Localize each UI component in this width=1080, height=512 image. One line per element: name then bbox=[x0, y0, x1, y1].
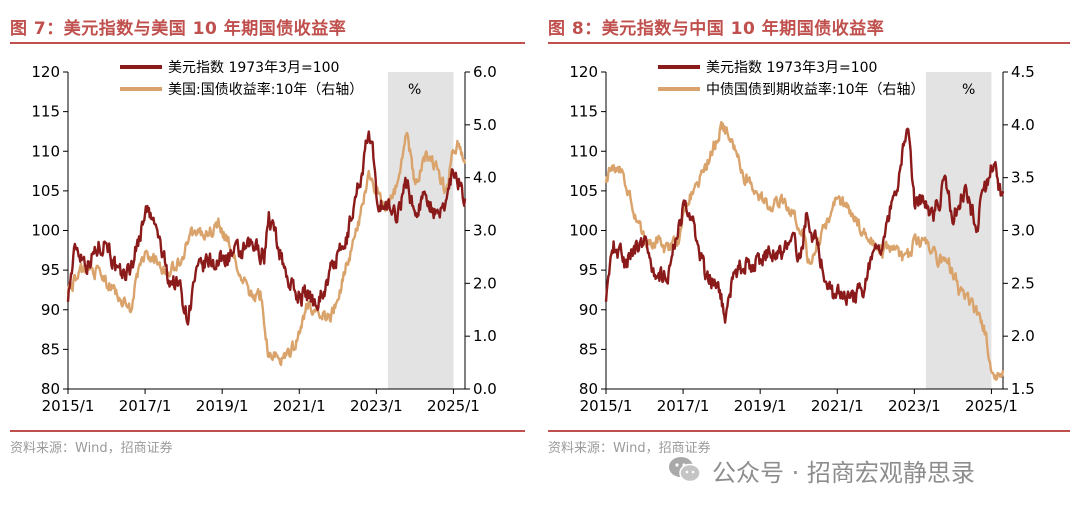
figure-8-source-rule bbox=[548, 430, 1070, 432]
right-tick-label: 4.0 bbox=[1011, 116, 1035, 134]
left-tick-label: 85 bbox=[41, 340, 60, 358]
left-tick-label: 95 bbox=[579, 261, 598, 279]
x-tick-label: 2015/1 bbox=[42, 397, 95, 415]
x-tick-label: 2017/1 bbox=[119, 397, 172, 415]
right-tick-label: 3.5 bbox=[1011, 169, 1035, 187]
left-tick-label: 105 bbox=[31, 182, 60, 200]
right-tick-label: 3.0 bbox=[1011, 222, 1035, 240]
left-tick-label: 115 bbox=[569, 103, 598, 121]
left-tick-label: 115 bbox=[31, 103, 60, 121]
right-tick-label: 4.0 bbox=[473, 169, 497, 187]
left-tick-label: 80 bbox=[41, 380, 60, 398]
legend-label: 美元指数 1973年3月=100 bbox=[706, 60, 877, 76]
right-tick-label: 3.0 bbox=[473, 222, 497, 240]
right-tick-label: 1.0 bbox=[473, 327, 497, 345]
figure-8-source: 资料来源：Wind，招商证券 bbox=[548, 441, 711, 456]
right-tick-label: 2.0 bbox=[1011, 327, 1035, 345]
wechat-icon bbox=[669, 457, 701, 483]
figure-7-source-rule bbox=[10, 430, 525, 432]
watermark-text: 公众号 · 招商宏观静思录 bbox=[712, 458, 975, 487]
x-tick-label: 2023/1 bbox=[888, 397, 941, 415]
x-tick-label: 2023/1 bbox=[350, 397, 403, 415]
left-tick-label: 100 bbox=[31, 222, 60, 240]
right-tick-label: 0.0 bbox=[473, 380, 497, 398]
left-tick-label: 105 bbox=[569, 182, 598, 200]
legend-unit: % bbox=[408, 82, 421, 98]
figure-7-source: 资料来源：Wind，招商证券 bbox=[10, 441, 173, 456]
figure-8-title: 图 8：美元指数与中国 10 年期国债收益率 bbox=[548, 19, 885, 39]
legend-label: 美国:国债收益率:10年（右轴） bbox=[168, 81, 363, 98]
x-tick-label: 2025/1 bbox=[965, 397, 1018, 415]
shaded-region bbox=[387, 72, 454, 389]
x-tick-label: 2025/1 bbox=[427, 397, 480, 415]
right-tick-label: 4.5 bbox=[1011, 63, 1035, 81]
right-tick-label: 2.5 bbox=[1011, 274, 1035, 292]
x-tick-label: 2017/1 bbox=[657, 397, 710, 415]
series-line-yield bbox=[66, 131, 467, 367]
left-tick-label: 110 bbox=[569, 142, 598, 160]
legend-label: 美元指数 1973年3月=100 bbox=[168, 60, 339, 76]
right-tick-label: 2.0 bbox=[473, 274, 497, 292]
legend-label: 中债国债到期收益率:10年（右轴） bbox=[706, 81, 925, 98]
left-tick-label: 90 bbox=[579, 301, 598, 319]
x-tick-label: 2019/1 bbox=[196, 397, 249, 415]
left-tick-label: 95 bbox=[41, 261, 60, 279]
series-line-dxy bbox=[604, 127, 1005, 324]
left-tick-label: 90 bbox=[41, 301, 60, 319]
right-tick-label: 1.5 bbox=[1011, 380, 1035, 398]
left-tick-label: 100 bbox=[569, 222, 598, 240]
x-tick-label: 2019/1 bbox=[734, 397, 787, 415]
left-tick-label: 120 bbox=[569, 63, 598, 81]
left-tick-label: 80 bbox=[579, 380, 598, 398]
right-tick-label: 6.0 bbox=[473, 63, 497, 81]
watermark: 公众号 · 招商宏观静思录 bbox=[668, 453, 975, 487]
figure-7-title: 图 7：美元指数与美国 10 年期国债收益率 bbox=[10, 19, 347, 39]
left-tick-label: 120 bbox=[31, 63, 60, 81]
left-tick-label: 85 bbox=[579, 340, 598, 358]
series-line-dxy bbox=[66, 130, 467, 326]
x-tick-label: 2015/1 bbox=[580, 397, 633, 415]
chart-figure-7: 80 85 90 95 100 105 110 115 120 0.0 1.0 2.0 3.0 4.0 5.… bbox=[31, 60, 497, 415]
left-tick-label: 110 bbox=[31, 142, 60, 160]
x-tick-label: 2021/1 bbox=[811, 397, 864, 415]
figure-8-title-rule bbox=[548, 42, 1070, 44]
legend-unit: % bbox=[962, 82, 975, 98]
chart-figure-8: 80 85 90 95 100 105 110 115 120 1.5 2.0 2.5 3.0 3.5 4.… bbox=[569, 60, 1035, 415]
figure-7-title-rule bbox=[10, 42, 525, 44]
shaded-region bbox=[925, 72, 992, 389]
right-tick-label: 5.0 bbox=[473, 116, 497, 134]
x-tick-label: 2021/1 bbox=[273, 397, 326, 415]
